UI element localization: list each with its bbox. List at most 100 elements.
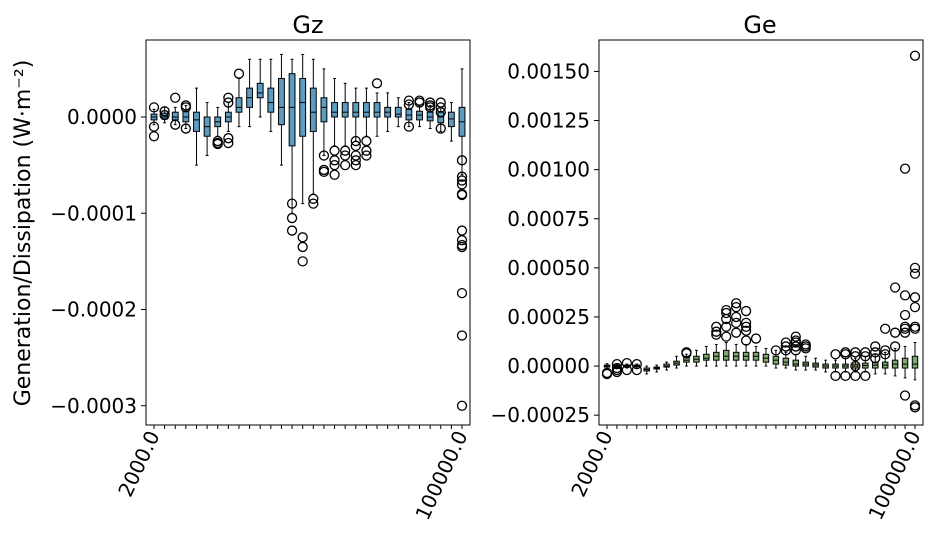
ge-box-3 [631,358,642,376]
gz-outlier-point [286,198,298,209]
ge-outlier-point [860,370,871,382]
ge-outlier-point [721,307,732,319]
ge-outlier-point [631,358,642,370]
ge-y-tick-label: 0.00050 [507,256,590,280]
gz-box-24 [403,95,415,132]
ge-box-23 [830,349,841,382]
ge-outlier-point [909,402,921,413]
ge-outlier-point [711,326,722,337]
ge-outlier-point [909,262,921,274]
ge-outlier-point [889,327,901,338]
gz-box-25 [414,95,425,128]
ge-x-tick-label: 100000.0 [863,427,925,524]
ge-outlier-point [621,364,633,376]
ge-plot-frame [598,39,924,426]
gz-box-9 [246,58,254,128]
gz-outlier-point [318,150,330,161]
ge-outlier-point [681,348,692,359]
ge-box-body [792,359,800,367]
gz-box-6 [212,106,223,150]
gz-box-19 [350,87,361,171]
gz-outlier-point [159,109,170,121]
ge-outlier-point [731,301,742,313]
gz-box-8 [233,68,245,128]
gz-outlier-point [148,102,160,113]
gz-box-29 [456,68,468,411]
ge-y-tick-label: 0.00025 [507,305,590,329]
gz-outlier-point [414,97,425,108]
ge-outlier-point [909,301,921,313]
ge-outlier-point [899,327,911,338]
ge-outlier-point [711,329,722,340]
ge-box-4 [643,365,650,375]
ge-box-0 [601,363,613,380]
gz-box-16 [318,68,330,178]
gz-outlier-point [350,135,361,147]
ge-box-19 [790,331,801,371]
ge-outlier-point [909,268,921,279]
ge-outlier-point [899,390,911,401]
gz-outlier-point [340,145,351,156]
gz-outlier-point [456,235,468,246]
gz-box-body [373,102,381,118]
gz-box-body [171,111,179,121]
ge-y-tick-label: 0.00150 [507,59,590,83]
gz-outlier-point [223,92,234,103]
ge-outlier-point [840,349,851,360]
ge-outlier-point [800,339,811,350]
gz-box-20 [361,87,372,161]
gz-outlier-point [170,92,181,103]
ge-outlier-point [899,323,911,334]
gz-box-3 [180,100,192,134]
ge-outlier-point [750,333,762,344]
gz-box-2 [170,92,181,130]
ge-box-body [901,357,909,369]
gz-outlier-point [435,123,446,134]
ge-y-tick-label: 0.00100 [507,158,590,182]
ge-box-20 [800,339,811,371]
ge-outlier-point [740,317,752,329]
ge-subplot-title: Ge [743,11,776,39]
gz-x-tick-label: 2000.0 [113,427,164,501]
gz-outlier-point [350,159,361,171]
ge-box-29 [889,282,901,377]
ge-box-25 [850,347,861,382]
gz-x-tick-label: 100000.0 [410,427,472,524]
ge-outlier-point [899,290,911,301]
gz-y-tick-label: −0.0003 [50,394,137,418]
ge-outlier-point [601,367,613,379]
ge-box-body [703,353,710,361]
ge-outlier-point [880,323,891,334]
gz-box-1 [159,106,170,124]
gz-box-body [320,97,328,123]
ge-box-28 [880,323,891,375]
ge-outlier-point [621,357,633,369]
ge-box-15 [750,333,762,367]
gz-outlier-point [403,95,415,106]
gz-outlier-point [424,97,436,108]
ge-box-31 [909,50,921,413]
gz-outlier-point [456,400,468,411]
gz-outlier-point [456,287,468,299]
gz-outlier-point [212,137,223,149]
gz-outlier-point [233,68,245,79]
gz-outlier-point [286,212,298,224]
gz-outlier-point [456,171,468,182]
gz-outlier-point [223,137,234,149]
gz-box-13 [286,58,298,236]
gz-box-28 [447,102,455,142]
gz-outlier-point [456,175,468,186]
ge-outlier-point [711,321,722,332]
ge-outlier-point [780,337,791,348]
gz-outlier-point [361,135,372,147]
ge-y-tick-label: −0.00025 [491,403,590,427]
gz-outlier-point [456,330,468,341]
ge-outlier-point [731,317,742,329]
ge-subplot: Ge −0.00025 0.00000 0.00025 0.00050 0.00075 0… [491,11,926,524]
gz-y-tick-label: −0.0002 [50,298,137,322]
ge-outlier-point [731,327,742,338]
ge-box-7 [673,355,680,369]
gz-box-10 [256,58,264,118]
gz-subplot: Gz 0.0000 −0.0001 −0.0002 −0.0003 2000.0 100… [50,11,472,524]
